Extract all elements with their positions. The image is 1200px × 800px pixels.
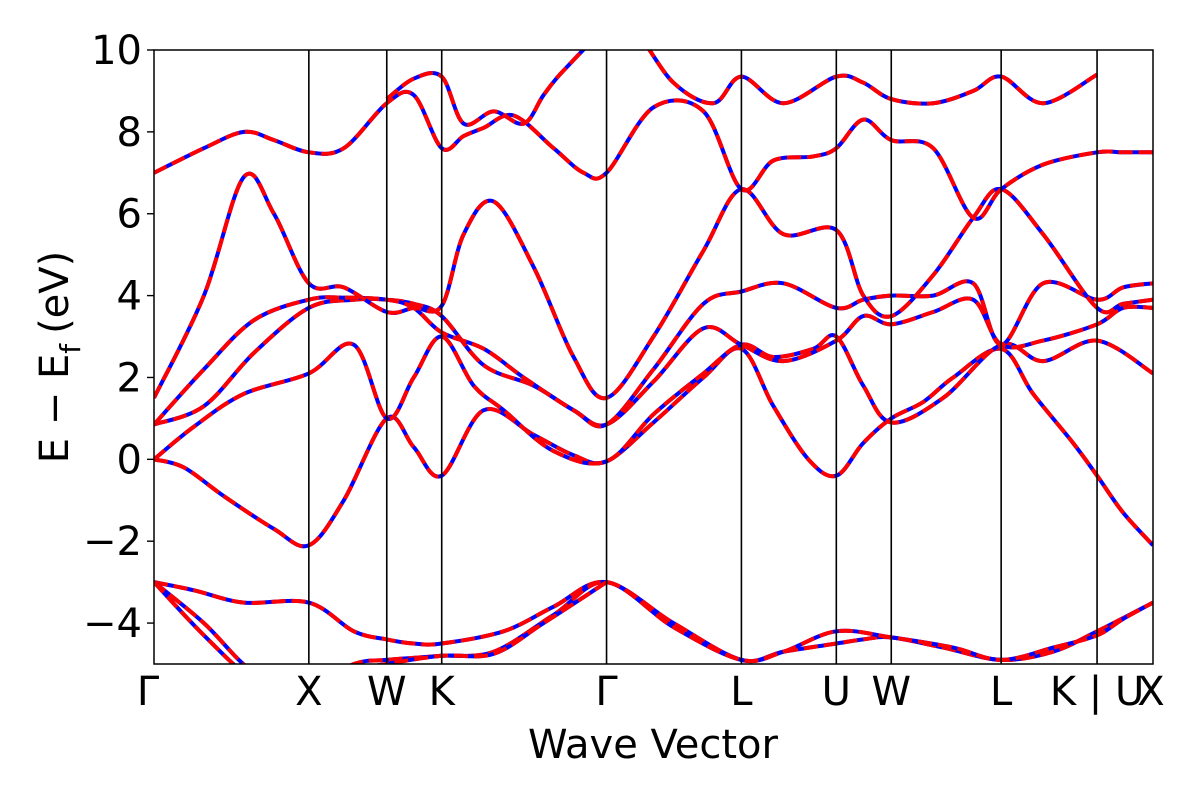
x-tick-label: L bbox=[990, 669, 1013, 715]
band-2-dashed bbox=[154, 580, 608, 664]
y-tick-label: −4 bbox=[83, 601, 142, 647]
y-axis-label: E − Ef (eV) bbox=[32, 251, 87, 464]
x-tick-label: Γ bbox=[595, 669, 618, 715]
x-tick-label: X bbox=[295, 669, 322, 715]
y-tick-label: −2 bbox=[83, 519, 142, 565]
band-9-dashed bbox=[385, 50, 1099, 127]
x-tick-label: Γ bbox=[137, 669, 160, 715]
y-tick-label: 8 bbox=[117, 110, 142, 156]
band-4-dashed bbox=[154, 333, 1153, 466]
y-axis-label-unit: (eV) bbox=[32, 251, 78, 334]
y-axis-label-sub: f bbox=[54, 343, 87, 354]
y-tick-label: 2 bbox=[117, 355, 142, 401]
x-axis-label: Wave Vector bbox=[528, 722, 779, 768]
x-tick-label: K bbox=[429, 669, 457, 715]
plot-frame bbox=[153, 49, 1154, 665]
x-tick-label: U bbox=[822, 669, 851, 715]
y-axis: −4 −2 0 2 4 6 8 10 bbox=[83, 28, 154, 647]
x-tick-label: L bbox=[730, 669, 753, 715]
x-tick-label: W bbox=[367, 669, 407, 715]
x-tick-label: X bbox=[1137, 669, 1164, 715]
band-8-dashed bbox=[154, 89, 1153, 221]
x-tick-label: W bbox=[871, 669, 911, 715]
y-axis-label-main: E − E bbox=[32, 354, 78, 464]
y-tick-label: 10 bbox=[91, 28, 142, 74]
band-1-dashed bbox=[154, 580, 1153, 664]
band-3-dashed bbox=[154, 346, 1153, 549]
kpoint-lines bbox=[308, 50, 1098, 664]
y-tick-label: 0 bbox=[117, 437, 142, 483]
y-tick-label: 4 bbox=[117, 274, 142, 320]
y-tick-label: 6 bbox=[117, 192, 142, 238]
x-tick-label: K | U bbox=[1050, 669, 1144, 715]
